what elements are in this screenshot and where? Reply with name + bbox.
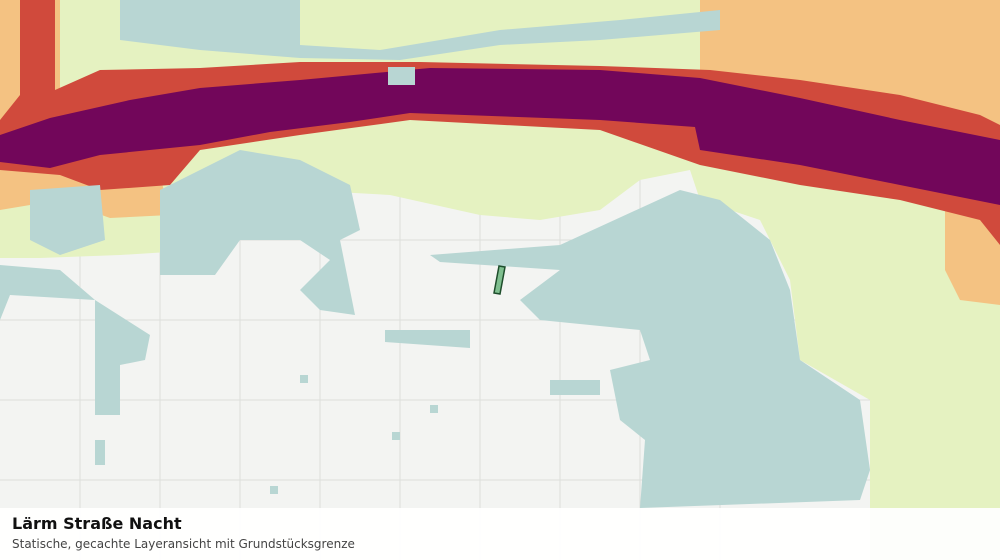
- zone-purple: [0, 68, 1000, 205]
- parcel-boundary: [493, 265, 506, 295]
- zone-teal: [0, 0, 870, 508]
- caption: Lärm Straße Nacht Statische, gecachte La…: [0, 508, 1000, 560]
- map-subtitle: Statische, gecachte Layeransicht mit Gru…: [12, 537, 355, 551]
- map-title: Lärm Straße Nacht: [12, 514, 182, 533]
- zone-red: [0, 0, 1000, 245]
